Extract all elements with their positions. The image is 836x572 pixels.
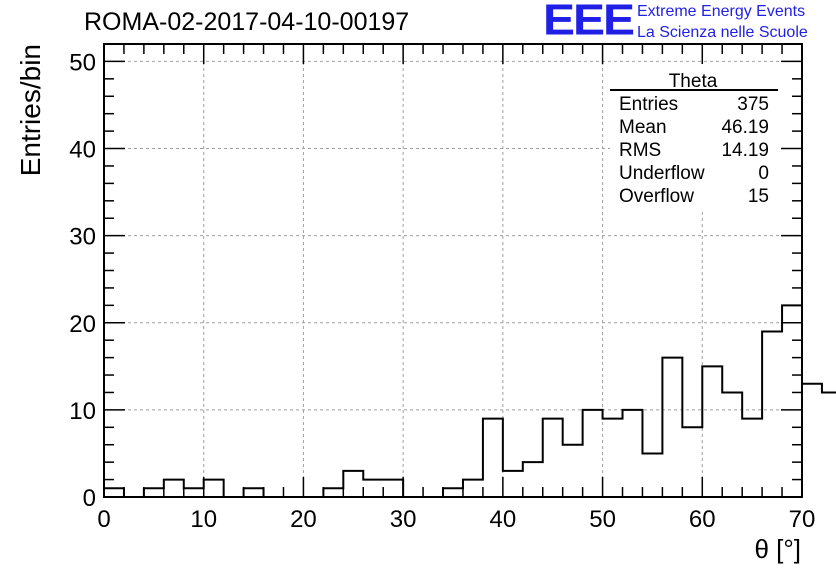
x-tick-label: 40 [490, 506, 517, 533]
x-tick-label: 30 [390, 506, 417, 533]
stats-row-label: Overflow [619, 186, 694, 207]
x-tick-label: 20 [290, 506, 317, 533]
stats-row-label: Entries [619, 94, 678, 115]
tick-labels: 0 10 20 30 40 50 60 70 0 10 20 30 40 50 [69, 49, 815, 533]
plot-frame [103, 43, 803, 498]
stats-row-label: Mean [619, 117, 667, 138]
y-tick-label: 10 [69, 398, 96, 425]
x-axis-label: θ [°] [754, 534, 801, 564]
stats-row-label: Underflow [619, 163, 705, 184]
y-axis-label: Entries/bin [15, 44, 46, 176]
x-tick-label: 0 [97, 506, 110, 533]
grid [104, 44, 802, 497]
stats-row-value: 375 [737, 94, 769, 115]
stats-box-title: Theta [669, 71, 718, 92]
stats-row-label: RMS [619, 140, 661, 161]
stats-row-value: 0 [758, 163, 769, 184]
logo-line-1: Extreme Energy Events [637, 3, 806, 20]
y-tick-label: 50 [69, 49, 96, 76]
stats-row-value: 14.19 [721, 140, 769, 161]
stats-row-value: 15 [748, 186, 769, 207]
y-tick-label: 30 [69, 224, 96, 251]
x-tick-label: 50 [589, 506, 616, 533]
stats-box-background [610, 64, 780, 212]
stats-box: Theta Entries 375 Mean 46.19 RMS 14.19 Underfl… [610, 64, 780, 212]
x-tick-label: 70 [789, 506, 816, 533]
x-tick-label: 60 [689, 506, 716, 533]
run-title: ROMA-02-2017-04-10-00197 [84, 8, 410, 36]
eee-logo: EEE [543, 0, 635, 45]
logo-line-2: La Scienza nelle Scuole [637, 24, 808, 41]
y-tick-label: 20 [69, 311, 96, 338]
y-tick-label: 40 [69, 137, 96, 164]
y-tick-label: 0 [83, 485, 96, 512]
stats-row-value: 46.19 [721, 117, 769, 138]
x-tick-label: 10 [190, 506, 217, 533]
